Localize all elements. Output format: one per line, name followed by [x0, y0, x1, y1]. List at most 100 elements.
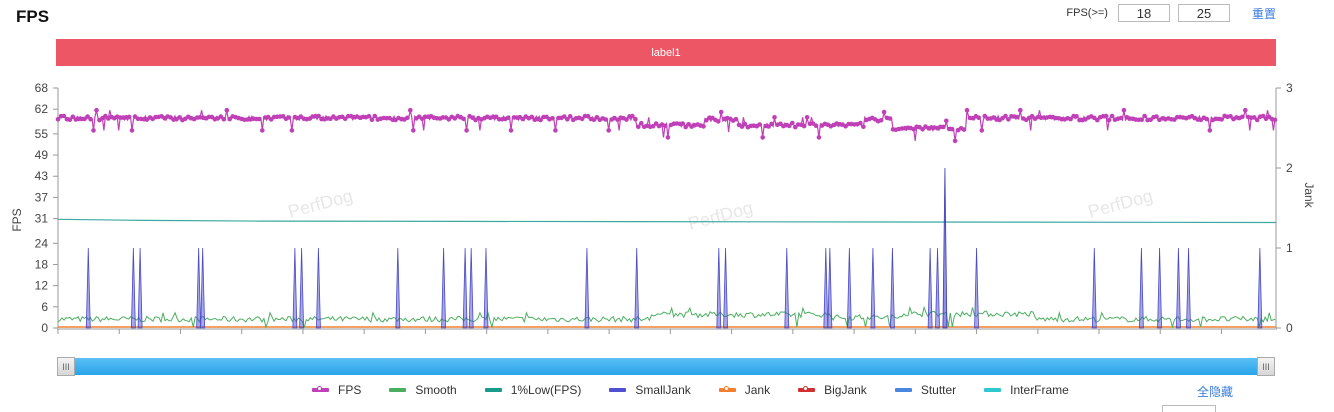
legend-label: BigJank: [824, 383, 867, 397]
fps-point: [1106, 117, 1112, 123]
fps-point: [1154, 114, 1159, 119]
fps-point: [716, 119, 721, 124]
fps-point: [704, 118, 709, 123]
fps-point: [61, 113, 67, 119]
y-tick-label: 12: [35, 279, 49, 293]
smalljank-spike: [483, 247, 489, 329]
fps-point: [126, 114, 132, 120]
fps-point: [1068, 116, 1073, 122]
legend-swatch-icon: [798, 386, 816, 392]
fps-point: [1118, 115, 1124, 121]
label-bar[interactable]: label1: [56, 39, 1276, 66]
fps-threshold-high-input[interactable]: [1177, 4, 1230, 22]
y-tick-label: 24: [35, 236, 49, 250]
fps-filter-label: FPS(>=): [1066, 7, 1108, 19]
fps-point: [680, 121, 685, 126]
fps-point: [636, 124, 641, 130]
fps-point: [1121, 107, 1127, 113]
smalljank-spike: [468, 247, 474, 329]
fps-point: [1228, 114, 1233, 119]
smalljank-spike: [584, 247, 590, 329]
legend-item-jank[interactable]: Jank: [718, 383, 771, 397]
fps-point: [878, 118, 884, 123]
legend-label: 1%Low(FPS): [510, 383, 582, 397]
y-tick-label: 31: [35, 212, 49, 226]
smalljank-spike: [316, 247, 321, 329]
legend-swatch-icon: [718, 386, 736, 392]
legend-item-smooth[interactable]: Smooth: [389, 383, 457, 397]
fps-point: [553, 128, 558, 133]
legend-item-fps[interactable]: FPS: [312, 383, 361, 397]
fps-point: [961, 127, 967, 132]
legend-label: FPS: [338, 383, 362, 397]
fps-point: [769, 121, 774, 127]
y2-tick-label: 1: [1286, 241, 1293, 255]
fps-point: [858, 120, 863, 126]
smalljank-spike: [1176, 247, 1181, 329]
series-smooth-line: [57, 305, 1276, 329]
smalljank-spike: [827, 247, 833, 329]
fps-point: [529, 114, 534, 120]
y-tick-label: 43: [35, 169, 49, 183]
legend-item-smalljank[interactable]: SmallJank: [609, 383, 691, 397]
y2-tick-label: 3: [1286, 81, 1293, 95]
smalljank-spike: [1157, 247, 1162, 329]
smalljank-spike: [1139, 247, 1144, 329]
hide-all-button[interactable]: 全隐藏: [1197, 385, 1234, 399]
smalljank-spike: [1257, 247, 1263, 329]
fps-point: [760, 135, 765, 140]
y2-tick-label: 2: [1286, 161, 1293, 175]
legend-label: Jank: [744, 383, 771, 397]
reset-button[interactable]: 重置: [1251, 6, 1276, 21]
legend-label: SmallJank: [635, 383, 691, 397]
axis-labels: 06121824313743495562680123FPSJank00:0001…: [10, 81, 1316, 335]
legend-swatch-icon: [984, 388, 1002, 392]
fps-point: [464, 128, 469, 133]
fps-point: [1103, 113, 1109, 119]
fps-point: [129, 128, 135, 133]
fps-point: [976, 115, 982, 120]
fps-point: [411, 128, 416, 133]
slider-handle-left[interactable]: III: [57, 357, 75, 376]
smalljank-spike: [462, 247, 468, 329]
label-bar-text: label1: [651, 46, 681, 59]
legend-item-1-low-fps-[interactable]: 1%Low(FPS): [484, 383, 582, 397]
page-title: FPS: [16, 7, 50, 26]
fps-point: [790, 120, 795, 126]
fps-point: [1207, 128, 1213, 133]
grip-icon: III: [62, 361, 70, 372]
fps-point: [633, 116, 638, 122]
legend-item-stutter[interactable]: Stutter: [894, 383, 957, 397]
fps-point: [565, 117, 570, 122]
fps-point: [742, 121, 748, 127]
fps-filter: FPS(>=) 重置: [1066, 4, 1276, 22]
fps-point: [1015, 114, 1020, 120]
time-range-slider[interactable]: [58, 358, 1274, 375]
fps-point: [372, 113, 378, 119]
fps-point: [67, 117, 73, 122]
fps-point: [1251, 115, 1257, 120]
watermark-text: PerfDog: [686, 197, 755, 233]
fps-point: [567, 114, 573, 119]
fps-point: [550, 116, 555, 121]
series-1pct-low-line: [57, 218, 1277, 224]
fps-point: [683, 124, 688, 130]
fps-point: [1006, 117, 1011, 122]
fps-point: [505, 115, 511, 121]
fps-point: [91, 128, 96, 133]
fps-point: [944, 118, 949, 124]
legend-item-interframe[interactable]: InterFrame: [984, 383, 1069, 397]
smalljank-spike: [299, 247, 305, 329]
fps-point: [861, 124, 866, 129]
y-tick-label: 49: [35, 148, 49, 162]
fps-point: [1260, 113, 1266, 119]
smalljank-spike: [927, 247, 933, 329]
legend-label: Stutter: [920, 383, 957, 397]
jank-spike: [942, 167, 948, 329]
fps-threshold-low-input[interactable]: [1117, 4, 1170, 22]
slider-handle-right[interactable]: III: [1257, 357, 1275, 376]
fps-point: [1204, 116, 1210, 122]
legend-item-bigjank[interactable]: BigJank: [798, 383, 867, 397]
smalljank-spike: [200, 247, 206, 329]
fps-point: [1254, 117, 1260, 123]
